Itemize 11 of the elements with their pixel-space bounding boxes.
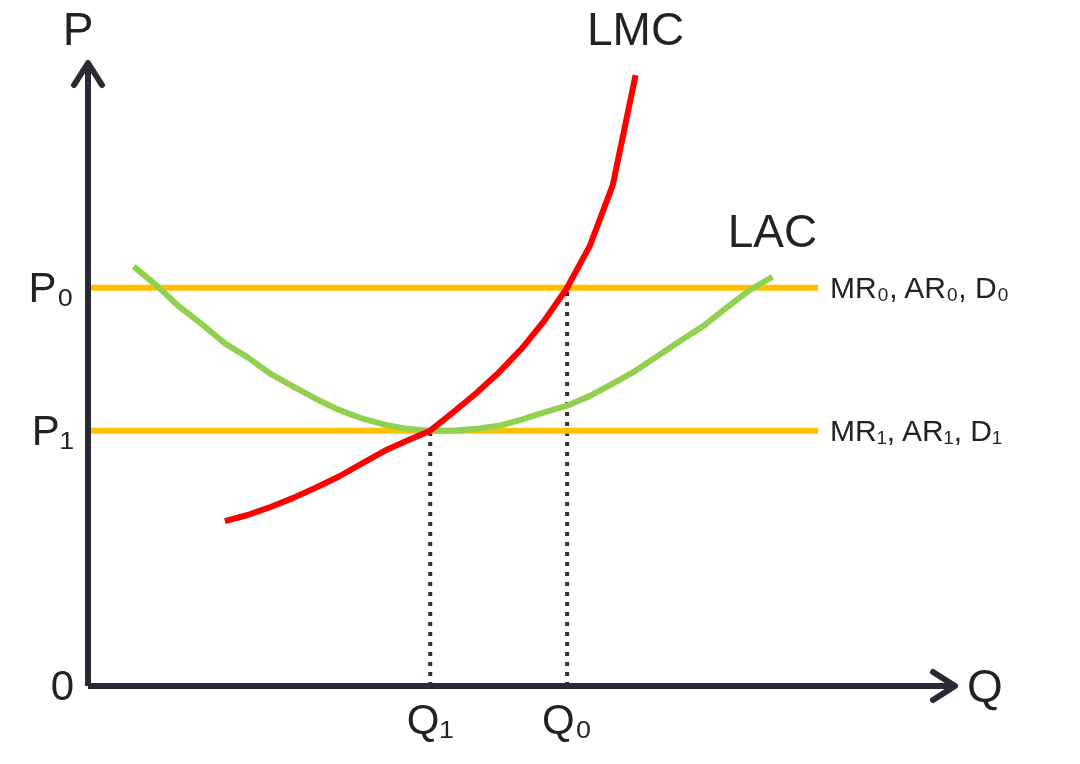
x-tick-label: Q₀ xyxy=(542,695,593,743)
series-label: LMC xyxy=(587,3,685,56)
series-label: MR₁, AR₁, D₁ xyxy=(830,413,1003,447)
series-label: MR₀, AR₀, D₀ xyxy=(830,270,1010,304)
x-axis-title: Q xyxy=(967,660,1003,712)
series-label: LAC xyxy=(727,204,818,257)
text: P₀ xyxy=(28,263,74,311)
text: P₁ xyxy=(31,406,74,454)
text: 0 xyxy=(50,662,74,709)
y-axis-title: P xyxy=(62,3,94,55)
x-tick-label: Q₁ xyxy=(406,695,454,743)
